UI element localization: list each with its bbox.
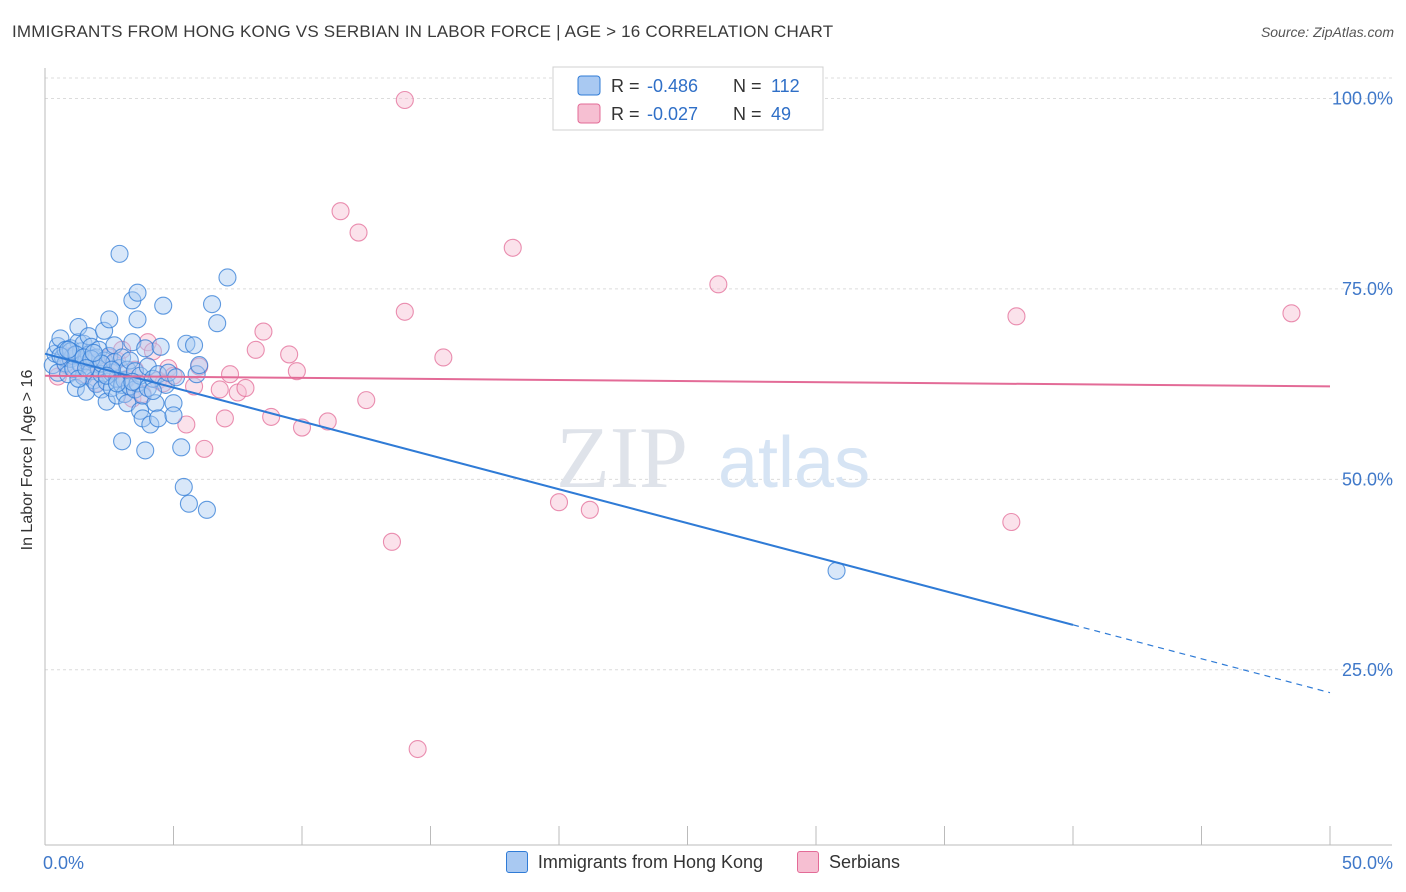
serbian-point-50 — [1282, 304, 1301, 323]
tick-labels: 25.0% 50.0% 75.0% 100.0% 0.0% 50.0% — [43, 88, 1393, 873]
bottom-legend-label-serbians: Serbians — [829, 851, 901, 872]
hong-kong-point-93 — [208, 314, 227, 333]
hong-kong-point-106 — [84, 343, 103, 362]
hong-kong-point-39 — [100, 310, 119, 329]
hong-kong-point-37 — [97, 392, 116, 411]
hong-kong-point-62 — [128, 310, 147, 329]
hong-kong-point-82 — [164, 406, 183, 425]
legend-r-value-2: -0.027 — [647, 104, 698, 124]
hong-kong-point-85 — [174, 477, 193, 497]
watermark-zip: ZIP — [556, 410, 688, 507]
serbian-point-34 — [287, 362, 306, 381]
hong-kong-point-77 — [151, 337, 170, 356]
legend: R = -0.486 N = 112 R = -0.027 N = 49 — [552, 66, 824, 131]
hong-kong-point-86 — [177, 334, 196, 353]
x-tick-label-min: 0.0% — [43, 853, 84, 873]
hong-kong-trend-line — [44, 352, 1074, 626]
grid-lines — [45, 77, 1392, 671]
serbian-point-44 — [503, 238, 522, 257]
x-tick-label-max: 50.0% — [1342, 853, 1393, 873]
hong-kong-point-76 — [149, 409, 168, 428]
serbian-point-41 — [408, 739, 427, 759]
legend-n-label-1: N = — [733, 76, 762, 96]
serbian-point-51 — [395, 90, 414, 110]
hong-kong-point-69 — [136, 339, 155, 358]
hong-kong-point-78 — [154, 296, 173, 315]
serbian-point-37 — [331, 202, 350, 221]
serbian-point-29 — [236, 378, 255, 397]
hong-kong-point-34 — [95, 321, 114, 340]
hong-kong-point-90 — [190, 356, 209, 375]
hong-kong-point-68 — [136, 441, 155, 460]
hong-kong-point-84 — [172, 438, 191, 457]
trend-lines — [44, 352, 1331, 694]
legend-swatch-pink — [577, 103, 601, 124]
legend-n-value-1: 112 — [771, 76, 800, 96]
hong-kong-point-94 — [218, 268, 237, 287]
serbian-point-42 — [395, 302, 414, 321]
hong-kong-point-91 — [197, 500, 216, 519]
bottom-legend-swatch-blue — [505, 851, 528, 873]
serbian-point-21 — [177, 415, 196, 434]
serbian-point-45 — [549, 493, 569, 512]
serbian-point-49 — [1002, 512, 1021, 532]
hong-kong-point-92 — [203, 295, 222, 314]
hong-kong-point-70 — [138, 378, 157, 397]
serbian-point-26 — [215, 409, 234, 428]
hong-kong-point-63 — [128, 283, 147, 302]
hong-kong-point-102 — [59, 340, 78, 359]
serbian-point-40 — [382, 532, 402, 551]
watermark: ZIP atlas — [556, 410, 870, 507]
watermark-atlas: atlas — [718, 423, 870, 503]
serbian-point-33 — [280, 345, 299, 364]
legend-r-label-2: R = — [611, 104, 640, 124]
hong-kong-point-56 — [120, 351, 139, 370]
hong-kong-point-87 — [179, 494, 198, 513]
hong-kong-point-110 — [143, 381, 162, 401]
serbian-point-38 — [349, 223, 368, 242]
data-points — [43, 90, 1301, 759]
y-tick-label-75: 75.0% — [1342, 279, 1393, 299]
bottom-legend-label-hong-kong: Immigrants from Hong Kong — [537, 851, 764, 872]
serbian-point-31 — [254, 322, 273, 341]
serbian-point-30 — [246, 340, 265, 359]
y-tick-label-100: 100.0% — [1332, 88, 1393, 108]
hong-kong-point-47 — [110, 244, 129, 263]
serbian-point-24 — [195, 439, 214, 458]
hong-kong-point-88 — [185, 336, 204, 355]
serbian-point-48 — [1007, 307, 1026, 326]
chart-title: IMMIGRANTS FROM HONG KONG VS SERBIAN IN … — [12, 22, 834, 41]
legend-swatch-blue — [577, 75, 601, 96]
axes — [44, 68, 1392, 846]
legend-r-value-1: -0.486 — [647, 76, 698, 96]
serbian-trend-line — [44, 374, 1331, 388]
serbian-point-39 — [357, 391, 376, 410]
serbian-point-25 — [210, 380, 229, 399]
legend-r-label-1: R = — [611, 76, 640, 96]
serbian-point-46 — [580, 500, 599, 519]
hong-kong-trend-extension — [1072, 624, 1331, 694]
source-label: Source: ZipAtlas.com — [1260, 24, 1394, 40]
hong-kong-point-50 — [113, 432, 132, 451]
bottom-legend: Immigrants from Hong Kong Serbians — [0, 851, 1406, 873]
bottom-legend-item-hong-kong[interactable]: Immigrants from Hong Kong — [505, 851, 764, 873]
serbian-point-36 — [318, 412, 337, 431]
y-tick-label-50: 50.0% — [1342, 469, 1393, 489]
legend-n-value-2: 49 — [771, 104, 791, 124]
hong-kong-point-108 — [107, 374, 127, 393]
serbian-point-47 — [709, 275, 728, 294]
legend-n-label-2: N = — [733, 104, 762, 124]
serbian-point-43 — [434, 348, 453, 367]
hong-kong-point-8 — [59, 365, 78, 384]
y-tick-label-25: 25.0% — [1342, 660, 1393, 680]
bottom-legend-item-serbians[interactable]: Serbians — [797, 851, 900, 873]
bottom-legend-swatch-pink — [797, 851, 820, 873]
serbian-point-27 — [220, 365, 240, 384]
hong-kong-point-15 — [69, 317, 88, 337]
